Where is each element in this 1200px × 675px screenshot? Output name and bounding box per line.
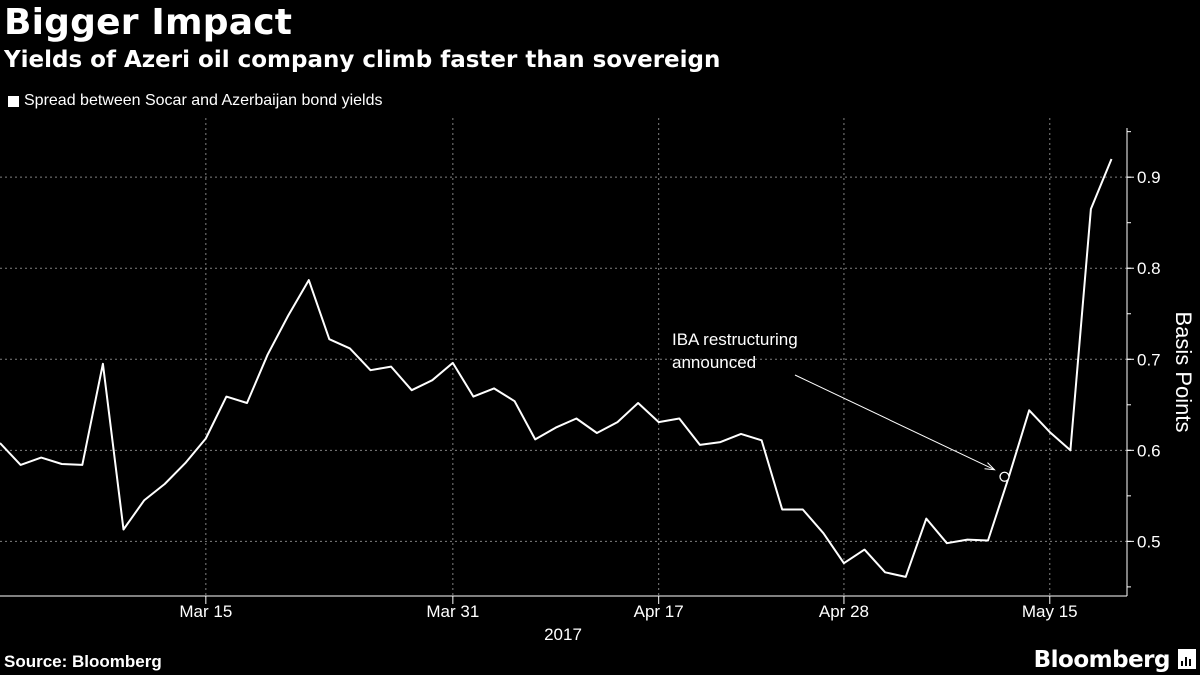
legend: Spread between Socar and Azerbaijan bond… — [8, 92, 382, 110]
y-tick-label: 0.9 — [1137, 168, 1161, 187]
source-note: Source: Bloomberg — [4, 652, 162, 671]
x-axis-year-label: 2017 — [544, 625, 582, 644]
x-tick-label: Mar 31 — [426, 602, 479, 621]
annotation-label: announced — [672, 353, 756, 372]
y-tick-label: 0.8 — [1137, 259, 1161, 278]
y-tick-label: 0.6 — [1137, 441, 1161, 460]
x-tick-label: May 15 — [1022, 602, 1078, 621]
y-axis-title: Basis Points — [1171, 311, 1196, 432]
legend-label: Spread between Socar and Azerbaijan bond… — [24, 92, 383, 109]
legend-swatch — [8, 95, 19, 107]
x-tick-label: Apr 17 — [634, 602, 684, 621]
y-tick-label: 0.7 — [1137, 350, 1161, 369]
x-tick-label: Apr 28 — [819, 602, 869, 621]
annotation-marker — [999, 471, 1010, 482]
annotation-arrowhead — [984, 462, 996, 471]
terminal-icon — [1178, 649, 1196, 669]
y-tick-label: 0.5 — [1137, 532, 1161, 551]
annotation-arrow — [794, 374, 995, 471]
brand-logo: Bloomberg — [1033, 647, 1171, 673]
annotation-label: IBA restructuring — [672, 330, 798, 349]
series-line — [0, 158, 1113, 578]
chart-title: Bigger Impact — [4, 2, 293, 43]
x-tick-label: Mar 15 — [179, 602, 232, 621]
chart-subtitle: Yields of Azeri oil company climb faster… — [4, 47, 721, 73]
